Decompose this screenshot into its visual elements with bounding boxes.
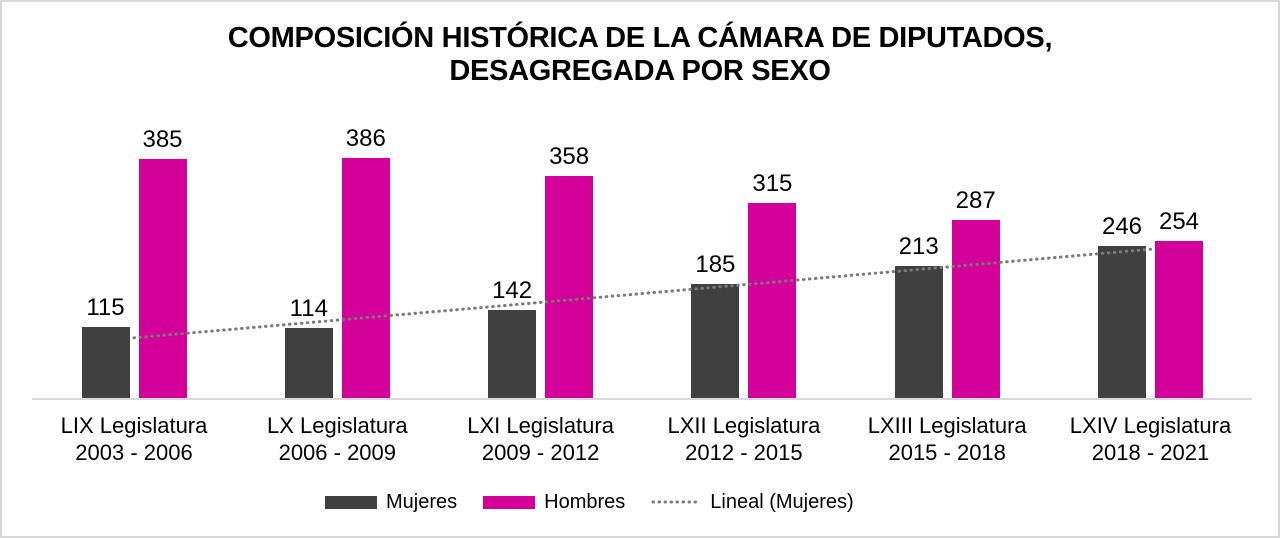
bar-hombres-5: [1155, 240, 1203, 399]
value-label-mujeres-4: 213: [898, 233, 939, 261]
value-label-mujeres-5: 246: [1101, 212, 1143, 240]
category-name-0: LIX Legislatura: [60, 413, 208, 438]
category-years-5: 2018 - 2021: [1091, 440, 1210, 465]
category-label-4: LXIII Legislatura 2015 - 2018: [832, 412, 1062, 466]
legend-swatch-hombres: [483, 495, 536, 509]
bar-hombres-0: [138, 159, 187, 399]
category-label-2: LXI Legislatura 2009 - 2012: [426, 412, 656, 466]
category-years-1: 2006 - 2009: [278, 440, 397, 465]
category-years-0: 2003 - 2006: [75, 440, 193, 465]
bar-hombres-2: [545, 175, 594, 399]
category-years-4: 2015 - 2018: [888, 440, 1006, 465]
value-label-hombres-4: 287: [955, 187, 996, 215]
legend-label-mujeres: Mujeres: [386, 490, 458, 513]
value-label-hombres-1: 386: [345, 125, 386, 153]
bar-mujeres-5: [1098, 245, 1146, 399]
bar-mujeres-0: [81, 327, 130, 399]
bar-hombres-3: [748, 202, 797, 399]
value-label-hombres-0: 385: [142, 126, 183, 153]
category-name-3: LXII Legislatura: [667, 413, 821, 438]
legend-label-trendline: Lineal (Mujeres): [710, 490, 854, 513]
bar-mujeres-2: [488, 310, 537, 399]
legend: Mujeres Hombres Lineal (Mujeres): [325, 489, 854, 515]
chart-title-line1: COMPOSICIÓN HISTÓRICA DE LA CÁMARA DE DI…: [227, 22, 1053, 54]
legend-item-mujeres: Mujeres: [325, 491, 457, 514]
x-axis-line: [32, 398, 1252, 400]
category-name-5: LXIV Legislatura: [1069, 413, 1232, 438]
category-label-5: LXIV Legislatura 2018 - 2021: [1036, 412, 1266, 466]
legend-swatch-mujeres: [325, 495, 377, 509]
chart-title: COMPOSICIÓN HISTÓRICA DE LA CÁMARA DE DI…: [2, 22, 1278, 88]
value-label-mujeres-3: 185: [695, 250, 736, 278]
bar-hombres-4: [951, 220, 1000, 399]
value-label-mujeres-2: 142: [492, 277, 533, 305]
bar-mujeres-3: [691, 283, 740, 399]
legend-label-hombres: Hombres: [544, 490, 626, 513]
value-label-hombres-5: 254: [1158, 207, 1200, 235]
category-name-4: LXIII Legislatura: [867, 413, 1027, 438]
category-years-2: 2009 - 2012: [481, 440, 600, 465]
bar-mujeres-4: [894, 266, 943, 399]
legend-item-trendline: Lineal (Mujeres): [651, 490, 854, 514]
value-label-mujeres-1: 114: [289, 294, 328, 322]
bar-hombres-1: [341, 158, 390, 399]
value-label-hombres-2: 358: [549, 142, 590, 170]
category-years-3: 2012 - 2015: [685, 440, 803, 465]
value-label-hombres-3: 315: [752, 169, 793, 197]
category-name-1: LX Legislatura: [266, 413, 408, 438]
category-label-1: LX Legislatura 2006 - 2009: [222, 412, 452, 466]
category-name-2: LXI Legislatura: [467, 413, 614, 438]
bar-mujeres-1: [284, 327, 333, 399]
value-label-mujeres-0: 115: [86, 294, 125, 322]
category-label-0: LIX Legislatura 2003 - 2006: [19, 412, 249, 466]
category-label-3: LXII Legislatura 2012 - 2015: [629, 412, 859, 466]
chart-title-line2: DESAGREGADA POR SEXO: [449, 55, 831, 87]
legend-item-hombres: Hombres: [483, 491, 625, 514]
legend-dotted-line-sample: [651, 500, 701, 504]
